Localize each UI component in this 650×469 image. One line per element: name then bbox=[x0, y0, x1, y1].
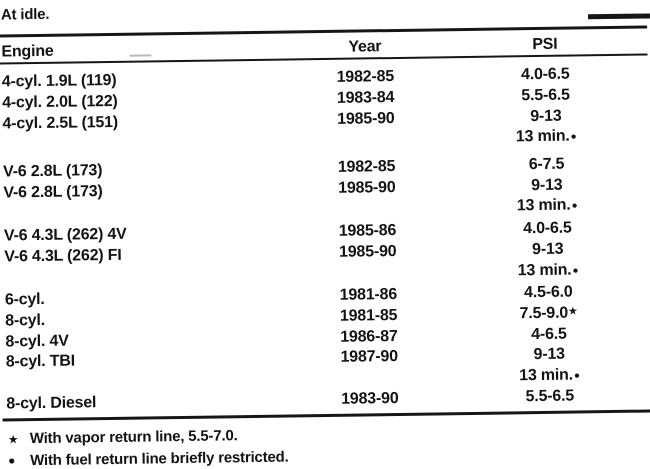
star-footnote-marker: ★ bbox=[567, 305, 578, 318]
year-cell: 1983-84 bbox=[336, 89, 395, 107]
year-cell: 1985-86 bbox=[338, 222, 397, 240]
psi-value: 4-6.5 bbox=[531, 325, 567, 343]
engine-cell: 8-cyl. bbox=[5, 311, 46, 330]
psi-cell: 9-13 bbox=[453, 106, 638, 127]
scan-artifact-top-rule bbox=[587, 13, 650, 20]
psi-value: 9-13 bbox=[530, 107, 562, 125]
psi-cell: 4.5-6.0 bbox=[456, 283, 641, 304]
engine-cell: 8-cyl. 4V bbox=[5, 332, 69, 351]
engine-cell: 4-cyl. 2.5L (151) bbox=[2, 113, 119, 133]
psi-value: 13 min. bbox=[516, 197, 571, 215]
psi-cell: 4-6.5 bbox=[456, 324, 641, 345]
psi-value: 4.0-6.5 bbox=[523, 219, 572, 238]
page-title: At idle. bbox=[0, 5, 50, 24]
dot-footnote-marker: ● bbox=[571, 200, 578, 213]
year-cell: 1981-85 bbox=[339, 306, 398, 325]
engine-cell: V-6 4.3L (262) 4V bbox=[3, 225, 127, 245]
scan-artifact-dash bbox=[129, 54, 152, 57]
year-cell: 1982-85 bbox=[336, 68, 395, 87]
psi-cell: 5.5-6.5 bbox=[453, 86, 638, 107]
star-icon: ★ bbox=[7, 432, 19, 447]
year-cell: 1985-90 bbox=[338, 178, 396, 197]
psi-value: 9-13 bbox=[533, 345, 565, 364]
year-cell bbox=[280, 208, 455, 210]
year-cell: 1982-85 bbox=[337, 158, 396, 176]
psi-value: 5.5-6.5 bbox=[525, 387, 575, 405]
engine-cell: 8-cyl. TBI bbox=[5, 352, 76, 371]
year-cell: 1985-90 bbox=[338, 242, 397, 261]
engine-cell bbox=[0, 141, 279, 145]
psi-value: 6-7.5 bbox=[528, 155, 565, 174]
year-cell: 1986-87 bbox=[340, 327, 398, 346]
psi-cell: 13 min.● bbox=[455, 196, 640, 217]
year-cell: 1983-90 bbox=[341, 389, 399, 408]
dot-icon: ● bbox=[8, 453, 16, 468]
psi-value: 9-13 bbox=[531, 176, 563, 194]
psi-cell: 13 min.● bbox=[455, 260, 640, 281]
engine-cell bbox=[0, 210, 280, 214]
psi-value: 4.5-6.0 bbox=[524, 283, 573, 302]
year-cell: 1985-90 bbox=[337, 109, 395, 128]
dot-footnote-marker: ● bbox=[573, 370, 580, 382]
psi-cell: 13 min.● bbox=[454, 127, 639, 148]
engine-cell bbox=[2, 380, 282, 384]
engine-cell: V-6 4.3L (262) FI bbox=[4, 246, 122, 266]
year-cell bbox=[282, 377, 457, 379]
psi-cell: 9-13 bbox=[457, 345, 642, 366]
engine-cell: 8-cyl. Diesel bbox=[6, 393, 97, 413]
year-cell bbox=[279, 139, 454, 141]
engine-cell: 4-cyl. 1.9L (119) bbox=[1, 72, 117, 91]
psi-value: 13 min. bbox=[519, 366, 574, 385]
footnote-text: With fuel return line briefly restricted… bbox=[30, 448, 289, 469]
psi-value: 9-13 bbox=[531, 240, 564, 258]
psi-value: 13 min. bbox=[515, 127, 570, 146]
footnote-dot: ● With fuel return line briefly restrict… bbox=[8, 446, 289, 469]
footnote-text: With vapor return line, 5.5-7.0. bbox=[29, 427, 238, 448]
psi-cell: 4.0-6.5 bbox=[453, 65, 638, 86]
engine-cell: 6-cyl. bbox=[4, 291, 45, 309]
dot-footnote-marker: ● bbox=[570, 131, 577, 143]
psi-cell: 9-13 bbox=[455, 239, 640, 260]
psi-cell: 4.0-6.5 bbox=[455, 219, 640, 240]
psi-cell: 5.5-6.5 bbox=[457, 386, 642, 407]
dot-footnote-marker: ● bbox=[572, 264, 579, 277]
engine-cell: V-6 2.8L (173) bbox=[3, 182, 103, 202]
footnotes: ★ With vapor return line, 5.5-7.0. ● Wit… bbox=[8, 425, 289, 469]
psi-value: 13 min. bbox=[517, 261, 572, 279]
psi-cell: 7.5-9.0★ bbox=[456, 304, 641, 325]
psi-cell: 6-7.5 bbox=[454, 155, 639, 176]
year-cell: 1981-86 bbox=[339, 286, 398, 305]
psi-value: 5.5-6.5 bbox=[521, 86, 570, 105]
column-header-year: Year bbox=[348, 38, 382, 56]
year-cell: 1987-90 bbox=[340, 348, 398, 367]
engine-cell bbox=[1, 274, 281, 278]
psi-cell: 9-13 bbox=[454, 175, 639, 196]
column-header-psi: PSI bbox=[532, 35, 558, 54]
year-cell bbox=[281, 272, 456, 274]
psi-value: 4.0-6.5 bbox=[520, 65, 570, 84]
psi-value: 7.5-9.0 bbox=[519, 304, 569, 323]
table-body: 4-cyl. 1.9L (119) 1982-85 4.0-6.5 4-cyl.… bbox=[0, 63, 650, 414]
engine-cell: 4-cyl. 2.0L (122) bbox=[2, 92, 118, 112]
psi-cell: 13 min.● bbox=[457, 366, 642, 387]
engine-cell: V-6 2.8L (173) bbox=[2, 162, 103, 181]
